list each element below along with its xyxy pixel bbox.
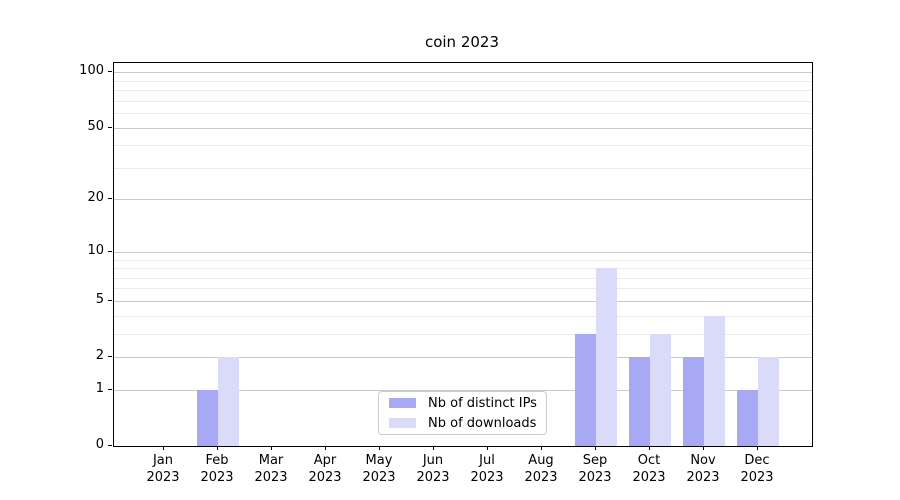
x-tick-mark bbox=[433, 446, 434, 450]
y-tick-mark bbox=[108, 198, 112, 200]
x-tick-mark bbox=[757, 446, 758, 450]
x-tick-mark bbox=[703, 446, 704, 450]
gridline-minor bbox=[114, 259, 812, 261]
gridline-major bbox=[114, 300, 812, 302]
gridline-minor bbox=[114, 80, 812, 82]
x-axis-tick-label: Jul 2023 bbox=[470, 453, 504, 485]
x-axis-tick-label: May 2023 bbox=[362, 453, 396, 485]
bar-downloads bbox=[704, 315, 725, 446]
y-axis-tick-label: 50 bbox=[87, 118, 104, 134]
chart-title: coin 2023 bbox=[424, 33, 500, 51]
legend-swatch-distinct-ips bbox=[389, 398, 416, 408]
bar-distinct-ips bbox=[737, 389, 758, 446]
x-tick-mark bbox=[379, 446, 380, 450]
x-axis-tick-label: Sep 2023 bbox=[578, 453, 612, 485]
gridline-minor bbox=[114, 113, 812, 114]
gridline-major bbox=[114, 127, 812, 129]
gridline-minor bbox=[114, 100, 812, 102]
y-axis-tick-label: 100 bbox=[79, 63, 104, 79]
legend-item: Nb of downloads bbox=[389, 417, 536, 430]
gridline-minor bbox=[114, 268, 812, 269]
gridline-minor bbox=[114, 277, 812, 279]
y-tick-mark bbox=[108, 388, 112, 390]
y-axis-tick-label: 1 bbox=[95, 380, 104, 396]
y-axis-tick-label: 20 bbox=[87, 190, 104, 206]
y-tick-mark bbox=[108, 299, 112, 301]
y-tick-mark bbox=[108, 126, 112, 128]
bar-distinct-ips bbox=[683, 357, 704, 446]
x-tick-mark bbox=[487, 446, 488, 450]
gridline-major bbox=[114, 72, 812, 74]
gridline-minor bbox=[114, 288, 812, 290]
gridline-major bbox=[114, 389, 812, 391]
bar-distinct-ips bbox=[575, 333, 596, 446]
y-tick-mark bbox=[108, 356, 112, 357]
legend-label: Nb of downloads bbox=[428, 415, 537, 431]
gridline-minor bbox=[114, 90, 812, 91]
gridline-major bbox=[114, 199, 812, 201]
x-tick-mark bbox=[649, 446, 650, 450]
x-axis-tick-label: Jan 2023 bbox=[146, 453, 180, 485]
legend-label: Nb of distinct IPs bbox=[428, 395, 537, 411]
gridline-minor bbox=[114, 167, 812, 169]
gridline-minor bbox=[114, 145, 812, 147]
y-axis-tick-label: 0 bbox=[95, 437, 104, 452]
y-axis-tick-label: 10 bbox=[87, 242, 104, 258]
bar-downloads bbox=[650, 333, 671, 446]
x-tick-mark bbox=[595, 446, 596, 450]
gridline-major bbox=[114, 357, 812, 358]
gridline-minor bbox=[114, 333, 812, 335]
y-tick-mark bbox=[108, 250, 112, 252]
bar-downloads bbox=[596, 268, 617, 446]
x-tick-mark bbox=[163, 446, 164, 450]
x-tick-mark bbox=[325, 446, 326, 450]
x-axis-tick-label: Jun 2023 bbox=[416, 453, 450, 485]
x-tick-mark bbox=[541, 446, 542, 450]
gridline-major bbox=[114, 251, 812, 253]
x-axis-tick-label: Apr 2023 bbox=[308, 453, 342, 485]
y-tick-mark bbox=[108, 71, 112, 73]
x-axis-tick-label: Mar 2023 bbox=[254, 453, 288, 485]
x-axis-tick-label: Nov 2023 bbox=[686, 453, 720, 485]
bar-distinct-ips bbox=[197, 389, 218, 446]
x-axis-tick-label: Dec 2023 bbox=[740, 453, 774, 485]
legend-item: Nb of distinct IPs bbox=[389, 395, 537, 411]
plot-area bbox=[113, 62, 813, 447]
x-axis-tick-label: Aug 2023 bbox=[524, 453, 558, 485]
x-tick-mark bbox=[217, 446, 218, 450]
y-tick-mark bbox=[108, 445, 112, 446]
y-axis-tick-label: 2 bbox=[95, 348, 104, 363]
legend: Nb of distinct IPs Nb of downloads bbox=[378, 391, 547, 435]
bar-distinct-ips bbox=[629, 357, 650, 446]
x-axis-tick-label: Feb 2023 bbox=[200, 453, 234, 485]
bar-downloads bbox=[218, 357, 239, 446]
gridline-minor bbox=[114, 315, 812, 317]
bar-downloads bbox=[758, 357, 779, 446]
legend-swatch-downloads bbox=[389, 418, 416, 428]
x-tick-mark bbox=[271, 446, 272, 450]
x-axis-tick-label: Oct 2023 bbox=[632, 453, 666, 485]
y-axis-tick-label: 5 bbox=[95, 291, 104, 307]
